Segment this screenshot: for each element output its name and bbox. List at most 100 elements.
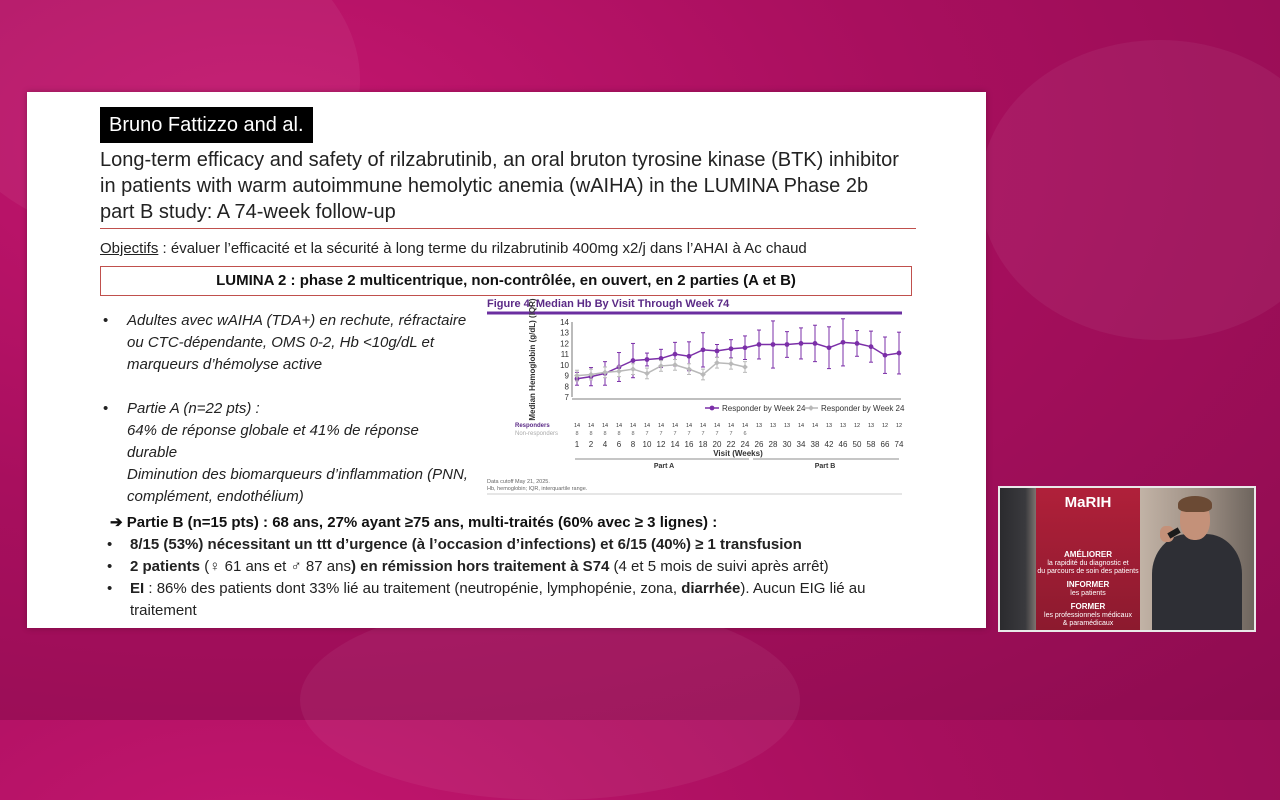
y-tick-label: 9 — [565, 372, 570, 381]
left-bullet-list: Adultes avec wAIHA (TDA+) en rechute, ré… — [103, 310, 473, 530]
y-tick-label: 12 — [560, 339, 569, 348]
ae-tail: ). Aucun EIG lié au traitement — [130, 580, 866, 619]
banner-line: FORMER — [1070, 602, 1106, 611]
banner-line: les patients — [1070, 590, 1106, 597]
x-tick-label: 8 — [631, 440, 636, 449]
responders-count: 14 — [700, 423, 706, 429]
objectives-line: Objectifs : évaluer l’efficacité et la s… — [100, 240, 807, 257]
x-tick-label: 30 — [783, 440, 792, 449]
data-point — [658, 363, 664, 369]
responders-count: 13 — [840, 423, 846, 429]
y-axis-label: Median Hemoglobin (g/dL) (IQR) — [528, 298, 537, 421]
data-point — [770, 342, 776, 347]
part-b-summary: ➔ Partie B (n=15 pts) : 68 ans, 27% ayan… — [110, 513, 717, 531]
x-tick-label: 34 — [797, 440, 806, 449]
responders-count: 14 — [742, 423, 748, 429]
non-responders-count: 7 — [729, 431, 732, 437]
remission-patients: (♀ 61 ans et ♂ 87 ans — [200, 558, 351, 575]
data-point — [672, 362, 678, 368]
responders-count: 14 — [602, 423, 608, 429]
responders-count: 12 — [896, 423, 902, 429]
data-point — [630, 366, 636, 372]
non-responders-count: 7 — [645, 431, 648, 437]
bullet-population: Adultes avec wAIHA (TDA+) en rechute, ré… — [103, 310, 473, 376]
data-point — [658, 356, 664, 361]
data-point — [812, 341, 818, 346]
responders-count: 14 — [616, 423, 622, 429]
chart-footnote: Data cutoff May 21, 2025. — [487, 479, 550, 485]
banner-line: AMÉLIORER — [1064, 550, 1112, 559]
data-point — [840, 339, 846, 345]
bullet-adverse-events: EI : 86% des patients dont 33% lié au tr… — [107, 578, 897, 622]
x-axis-label: Visit (Weeks) — [713, 449, 763, 458]
x-tick-label: 12 — [657, 440, 666, 449]
presentation-slide: Bruno Fattizzo and al. Long-term efficac… — [27, 92, 986, 628]
x-tick-label: 66 — [881, 440, 890, 449]
banner-line: les professionnels médicaux — [1044, 612, 1132, 619]
responders-count: 13 — [756, 423, 762, 429]
responders-count: 14 — [672, 423, 678, 429]
title-divider — [100, 228, 916, 229]
speaker-body — [1152, 534, 1242, 630]
median-hb-figure: Figure 4. Median Hb By Visit Through Wee… — [487, 297, 907, 497]
x-tick-label: 6 — [617, 440, 622, 449]
bullet-population-text: Adultes avec wAIHA (TDA+) en rechute, ré… — [127, 312, 467, 373]
x-tick-label: 42 — [825, 440, 834, 449]
part-a-label: Part A — [654, 463, 674, 470]
marih-banner: MaRIH AMÉLIORER la rapidité du diagnosti… — [1036, 488, 1140, 630]
data-point — [756, 342, 762, 347]
data-point — [644, 370, 650, 377]
x-tick-label: 4 — [603, 440, 608, 449]
responders-count: 14 — [728, 423, 734, 429]
part-a-biomarkers: Diminution des biomarqueurs d’inflammati… — [127, 466, 468, 505]
responders-count: 13 — [826, 423, 832, 429]
data-point — [826, 345, 832, 351]
bullet-remission: 2 patients (♀ 61 ans et ♂ 87 ans) en rém… — [107, 556, 897, 578]
non-responders-count: 8 — [603, 431, 606, 437]
x-tick-label: 1 — [575, 440, 580, 449]
data-point — [686, 353, 692, 359]
marih-logo: MaRIH — [1064, 494, 1112, 511]
authors-label: Bruno Fattizzo and al. — [100, 107, 313, 143]
non-responders-count: 7 — [701, 431, 704, 437]
non-responders-count: 7 — [715, 431, 718, 437]
remission-statement: ) en rémission hors traitement à S74 — [350, 558, 610, 575]
chart-footnote: Hb, hemoglobin; IQR, interquartile range… — [487, 486, 588, 492]
banner-line: INFORMER — [1066, 580, 1110, 589]
non-responders-count: 8 — [575, 431, 578, 437]
non-responders-count: 6 — [743, 431, 746, 437]
responders-label: Responders — [515, 423, 550, 429]
data-point — [854, 341, 860, 346]
data-point — [784, 342, 790, 347]
responders-count: 14 — [644, 423, 650, 429]
data-point — [868, 344, 874, 350]
data-point — [602, 369, 608, 376]
y-tick-label: 11 — [561, 350, 570, 359]
x-tick-label: 24 — [741, 440, 750, 449]
responders-count: 14 — [588, 423, 594, 429]
responders-count: 13 — [770, 423, 776, 429]
data-point — [742, 345, 748, 351]
data-point — [798, 341, 804, 346]
ae-text: : 86% des patients dont 33% lié au trait… — [144, 580, 682, 597]
data-point — [728, 360, 734, 367]
responders-count: 14 — [658, 423, 664, 429]
non-responders-count: 7 — [673, 431, 676, 437]
data-point — [686, 366, 692, 372]
responders-count: 14 — [714, 423, 720, 429]
legend-marker — [808, 405, 814, 411]
banner-line: & paramédicaux — [1062, 620, 1114, 627]
x-tick-label: 46 — [839, 440, 848, 449]
y-tick-label: 8 — [565, 382, 570, 391]
banner-line: la rapidité du diagnostic et — [1047, 560, 1129, 567]
data-point — [742, 364, 748, 370]
non-responders-count: 8 — [589, 431, 592, 437]
data-point — [882, 352, 888, 358]
ae-diarrhea: diarrhée — [681, 580, 741, 597]
banner-line: du parcours de soin des patients — [1037, 568, 1139, 575]
part-b-label: Part B — [815, 463, 836, 470]
x-tick-label: 16 — [685, 440, 694, 449]
responders-count: 14 — [574, 423, 580, 429]
data-point — [714, 359, 720, 366]
background-blob — [980, 40, 1280, 340]
